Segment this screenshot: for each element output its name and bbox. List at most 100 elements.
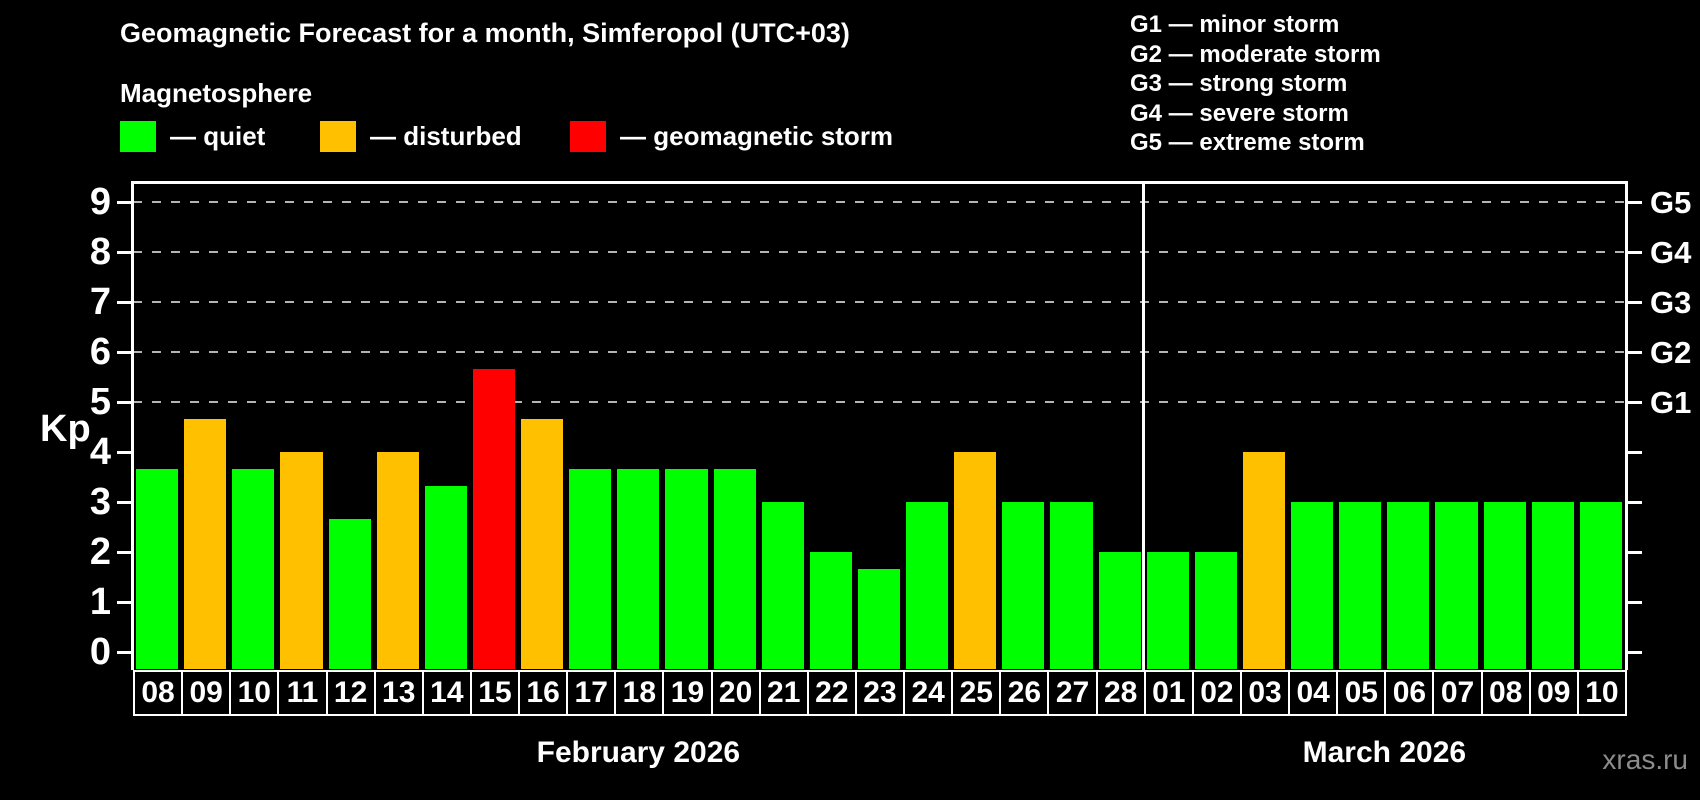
day-label: 12 xyxy=(325,670,376,716)
day-label: 25 xyxy=(951,670,1002,716)
kp-bar-11 xyxy=(280,452,323,669)
day-label: 04 xyxy=(1288,670,1339,716)
day-label: 27 xyxy=(1047,670,1098,716)
kp-bar-24 xyxy=(906,502,949,669)
y-axis-tick-label: 5 xyxy=(89,381,111,423)
y-axis-tick-label: 0 xyxy=(89,631,111,673)
month-label-1: March 2026 xyxy=(1302,736,1467,769)
y-axis-tick-left xyxy=(117,301,131,304)
y-axis-tick-left xyxy=(117,651,131,654)
y-axis-label: Kp xyxy=(40,408,91,450)
day-label: 11 xyxy=(277,670,328,716)
kp-bar-10 xyxy=(232,468,275,669)
day-label: 05 xyxy=(1336,670,1387,716)
y-axis-tick-right xyxy=(1628,551,1642,554)
day-label: 10 xyxy=(229,670,280,716)
day-label: 07 xyxy=(1432,670,1483,716)
kp-bar-10 xyxy=(1579,502,1622,669)
y-axis-tick-left xyxy=(117,401,131,404)
kp-bar-09 xyxy=(184,418,227,669)
day-label: 13 xyxy=(373,670,424,716)
legend-label-storm: — geomagnetic storm xyxy=(620,121,894,151)
kp-bar-28 xyxy=(1098,552,1141,669)
quiet-color-swatch xyxy=(120,121,156,152)
g-scale-label-g1: G1 xyxy=(1650,385,1692,420)
y-axis-tick-left xyxy=(117,501,131,504)
kp-bar-25 xyxy=(954,452,997,669)
plot-border-top xyxy=(131,181,1628,184)
g4-legend-line: G4 — severe storm xyxy=(1130,99,1349,127)
day-label: 26 xyxy=(999,670,1050,716)
kp-bar-05 xyxy=(1339,502,1382,669)
day-label: 16 xyxy=(518,670,569,716)
g-scale-label-g3: G3 xyxy=(1650,285,1692,320)
y-axis-tick-right xyxy=(1628,351,1642,354)
kp-bar-22 xyxy=(809,552,852,669)
day-label: 01 xyxy=(1143,670,1194,716)
y-axis-tick-left xyxy=(117,451,131,454)
legend-label-disturbed: — disturbed xyxy=(370,121,522,151)
kp-bar-06 xyxy=(1387,502,1430,669)
gridline xyxy=(133,251,1625,253)
plot-border-right xyxy=(1625,181,1628,670)
day-label: 17 xyxy=(566,670,617,716)
y-axis-tick-right xyxy=(1628,451,1642,454)
day-label: 15 xyxy=(469,670,521,716)
day-label: 08 xyxy=(1480,670,1531,716)
g1-legend-line: G1 — minor storm xyxy=(1130,11,1340,38)
kp-bar-09 xyxy=(1531,502,1574,669)
gridline xyxy=(133,351,1625,353)
g-scale-label-g4: G4 xyxy=(1650,235,1692,270)
kp-bar-07 xyxy=(1435,502,1478,669)
kp-bar-03 xyxy=(1242,452,1286,669)
kp-bar-23 xyxy=(857,568,901,669)
magnetosphere-label: Magnetosphere xyxy=(120,78,313,108)
legend-label-quiet: — quiet xyxy=(170,121,266,151)
kp-bar-17 xyxy=(569,468,612,669)
kp-bar-19 xyxy=(665,468,708,669)
day-label: 06 xyxy=(1384,670,1435,716)
y-axis-tick-right xyxy=(1628,401,1642,404)
g2-legend-line: G2 — moderate storm xyxy=(1130,40,1381,68)
kp-bar-15 xyxy=(472,368,516,669)
gridline xyxy=(133,201,1625,203)
day-label: 23 xyxy=(854,670,906,716)
y-axis-tick-right xyxy=(1628,251,1642,254)
watermark: xras.ru xyxy=(1602,744,1688,775)
kp-bar-16 xyxy=(521,418,564,669)
day-label: 10 xyxy=(1576,670,1627,716)
gridline xyxy=(133,401,1625,403)
day-label: 28 xyxy=(1095,670,1146,716)
day-label: 18 xyxy=(614,670,665,716)
y-axis-tick-right xyxy=(1628,501,1642,504)
kp-bar-08 xyxy=(1483,502,1526,669)
day-label: 24 xyxy=(903,670,954,716)
kp-bar-08 xyxy=(136,468,179,669)
g-scale-label-g5: G5 xyxy=(1650,185,1692,220)
y-axis-tick-left xyxy=(117,251,131,254)
y-axis-tick-label: 7 xyxy=(89,281,111,323)
page-title: Geomagnetic Forecast for a month, Simfer… xyxy=(120,18,850,48)
y-axis-tick-label: 1 xyxy=(89,581,111,623)
y-axis-tick-right xyxy=(1628,301,1642,304)
kp-bar-20 xyxy=(713,468,756,669)
y-axis-tick-left xyxy=(117,201,131,204)
legend-item-disturbed: — disturbed xyxy=(320,121,522,152)
y-axis-tick-left xyxy=(117,601,131,604)
plot-border-left xyxy=(131,181,134,670)
legend-item-quiet: — quiet xyxy=(120,121,265,152)
y-axis-tick-label: 6 xyxy=(89,331,111,373)
kp-bar-18 xyxy=(617,468,660,669)
day-label: 21 xyxy=(758,670,809,716)
y-axis-tick-left xyxy=(117,551,131,554)
y-axis-tick-right xyxy=(1628,601,1642,604)
day-label: 09 xyxy=(181,670,232,716)
y-axis-tick-label: 8 xyxy=(89,231,111,273)
day-label: 14 xyxy=(421,670,472,716)
storm-color-swatch xyxy=(570,121,606,152)
day-label: 08 xyxy=(133,670,184,716)
kp-bar-14 xyxy=(424,485,467,669)
legend-item-storm: — geomagnetic storm xyxy=(570,121,893,152)
kp-bar-12 xyxy=(328,518,371,669)
